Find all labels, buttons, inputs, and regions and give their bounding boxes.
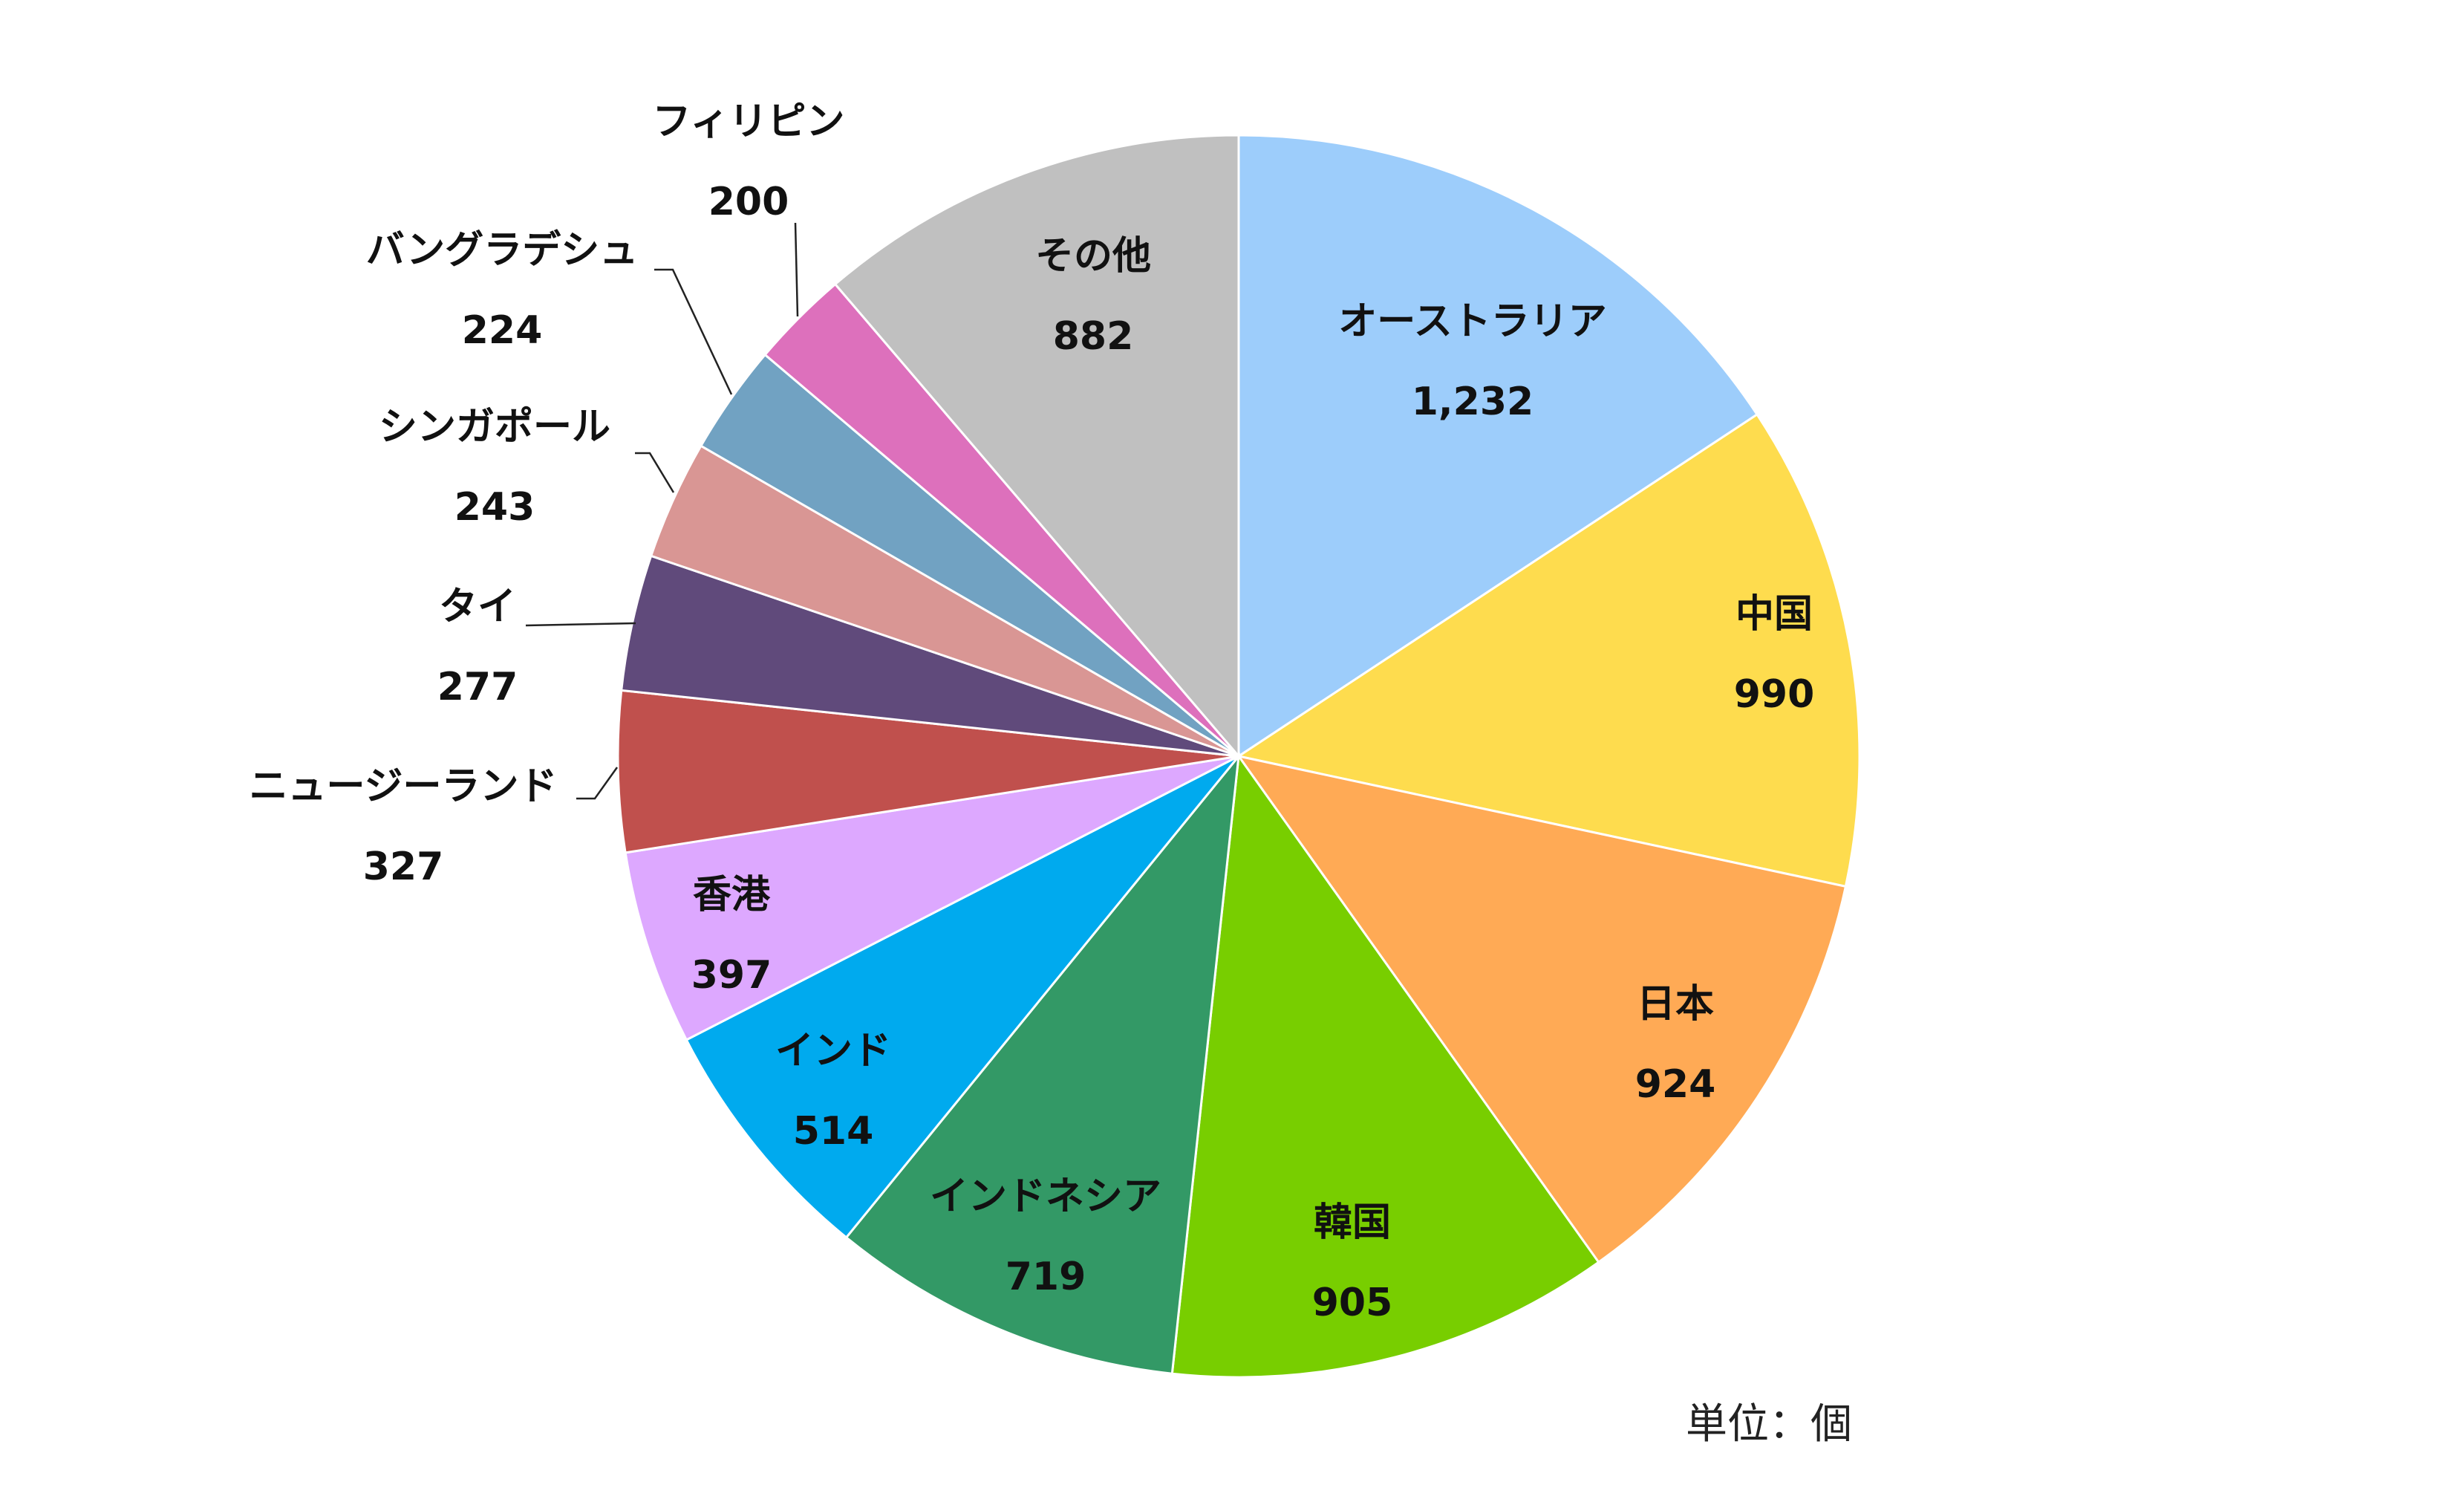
pie-slices	[616, 134, 1861, 1379]
slice-value-label: 327	[363, 845, 444, 889]
slice-value-label: 397	[691, 953, 772, 998]
pie-slice	[616, 689, 1239, 854]
slice-value-label: 243	[454, 485, 535, 530]
slice-label: シンガポール	[379, 405, 610, 449]
pie-slice	[1170, 752, 1600, 1379]
unit-label: 単位：個	[1686, 1400, 1852, 1449]
slice-label: オーストラリア	[1338, 299, 1606, 344]
slice-label: フィリピン	[653, 100, 845, 144]
pie-slice	[685, 755, 1240, 1239]
pie-slice	[1236, 412, 1861, 888]
slice-value-label: 924	[1635, 1062, 1716, 1107]
slice-label: 香港	[693, 873, 771, 917]
leader-line	[794, 222, 799, 317]
leader-line	[635, 452, 675, 493]
leader-lines	[525, 222, 799, 800]
slice-value-label: 1,232	[1412, 380, 1534, 424]
leader-line	[576, 767, 619, 800]
slice-value-label: 882	[1053, 314, 1134, 359]
slice-label: 日本	[1637, 982, 1714, 1027]
pie-slice	[833, 134, 1240, 760]
slice-labels: オーストラリア 1,232 中国 990 日本 924 韓国 905 インドネシア 719 インド 5…	[250, 100, 1815, 1325]
slice-label: 中国	[1735, 592, 1813, 637]
slice-label: ニュージーランド	[250, 764, 558, 809]
slice-value-label: 990	[1734, 672, 1815, 717]
slice-label: その他	[1035, 234, 1151, 279]
slice-value-label: 200	[708, 180, 789, 224]
slice-label: バングラデシュ	[366, 228, 639, 273]
leader-line	[654, 268, 733, 395]
leader-line	[525, 622, 636, 627]
pie-slice	[1236, 754, 1848, 1264]
slice-value-label: 224	[462, 308, 543, 353]
pie-slice	[1237, 134, 1759, 758]
slice-value-label: 277	[437, 665, 518, 709]
slice-label: タイ	[439, 585, 516, 629]
slice-label: 韓国	[1314, 1200, 1391, 1245]
slice-value-label: 905	[1312, 1281, 1393, 1325]
slice-value-label: 719	[1006, 1255, 1086, 1299]
slice-value-label: 514	[793, 1109, 874, 1154]
slice-label: インドネシア	[930, 1174, 1161, 1219]
pie-slice	[624, 755, 1239, 1041]
pie-slice	[844, 752, 1241, 1375]
slice-label: インド	[775, 1029, 891, 1073]
